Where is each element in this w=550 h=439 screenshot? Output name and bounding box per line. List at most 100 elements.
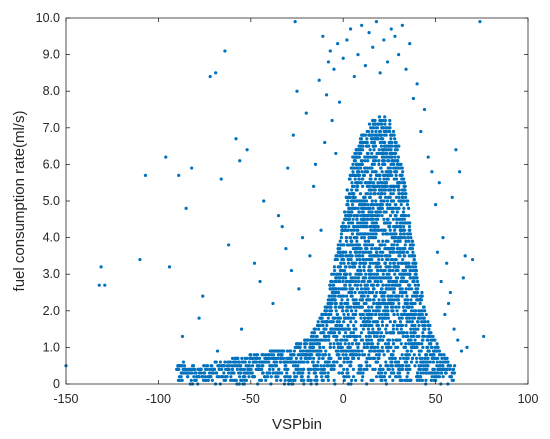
data-points [64,20,486,386]
data-point [357,276,361,280]
data-point [286,166,290,170]
data-point [192,375,196,379]
data-point [370,246,374,251]
data-point [347,375,351,379]
data-point [250,371,254,375]
data-point [418,316,423,320]
data-point [329,305,333,309]
data-point [374,290,379,295]
data-point [394,305,398,309]
data-point [356,356,361,360]
data-point [482,334,486,339]
data-point [390,298,394,302]
data-point [230,356,235,360]
data-point [373,367,377,371]
data-point [362,367,366,371]
data-point [359,364,363,368]
data-point [382,38,386,42]
data-point [376,192,380,196]
data-point [245,148,249,152]
data-point [332,378,336,382]
data-point [225,375,229,379]
data-point [305,353,309,357]
data-point [415,360,419,364]
data-point [97,283,101,287]
data-point [377,148,381,152]
data-point [403,345,408,349]
data-point [332,345,336,349]
data-point [353,283,357,287]
data-point [354,312,358,317]
data-point [406,371,410,375]
data-point [347,349,351,353]
data-point [390,140,394,145]
data-point [373,144,378,148]
data-point [367,31,371,35]
data-point [393,228,397,232]
data-point [339,261,343,265]
data-point [412,353,416,357]
data-point [360,305,364,309]
data-point [361,257,365,262]
data-point [210,378,214,382]
data-point [395,323,399,328]
data-point [359,323,363,328]
data-point [408,320,412,324]
data-point [280,225,284,229]
data-point [382,199,386,203]
data-point [304,342,309,346]
data-point [440,371,444,375]
data-point [347,279,351,284]
data-point [356,345,360,349]
data-point [359,166,363,170]
data-point [376,239,381,243]
data-point [329,331,333,335]
data-point [409,360,414,364]
data-point [307,371,311,375]
data-point [330,272,334,276]
data-point [335,338,339,342]
data-point [317,78,321,82]
data-point [421,371,426,375]
data-point [424,312,428,317]
data-point [244,378,249,382]
data-point [391,305,395,309]
data-point [391,367,395,371]
data-point [189,378,193,382]
data-point [345,38,349,42]
data-point [390,356,394,360]
data-point [422,334,427,339]
data-point [338,272,343,276]
data-point [250,364,255,368]
data-point [378,140,382,145]
data-point [406,367,410,371]
data-point [405,331,409,335]
x-tick-label: 0 [340,392,347,406]
data-point [326,375,330,379]
data-point [317,327,321,331]
data-point [321,34,325,38]
data-point [347,192,351,196]
data-point [405,203,410,207]
data-point [234,137,238,141]
data-point [380,345,384,349]
data-point [396,268,400,273]
data-point [335,334,339,339]
data-point [374,199,378,203]
data-point [370,323,374,328]
data-point [373,159,378,163]
data-point [354,225,358,229]
data-point [342,312,346,317]
data-point [344,236,349,240]
data-point [392,287,396,291]
data-point [180,334,185,339]
data-point [361,250,365,254]
data-point [396,265,401,269]
data-point [370,166,374,170]
data-point [352,316,356,320]
data-point [179,375,183,379]
data-point [349,221,354,225]
data-point [297,287,301,291]
data-point [313,327,318,331]
data-point [357,349,361,353]
